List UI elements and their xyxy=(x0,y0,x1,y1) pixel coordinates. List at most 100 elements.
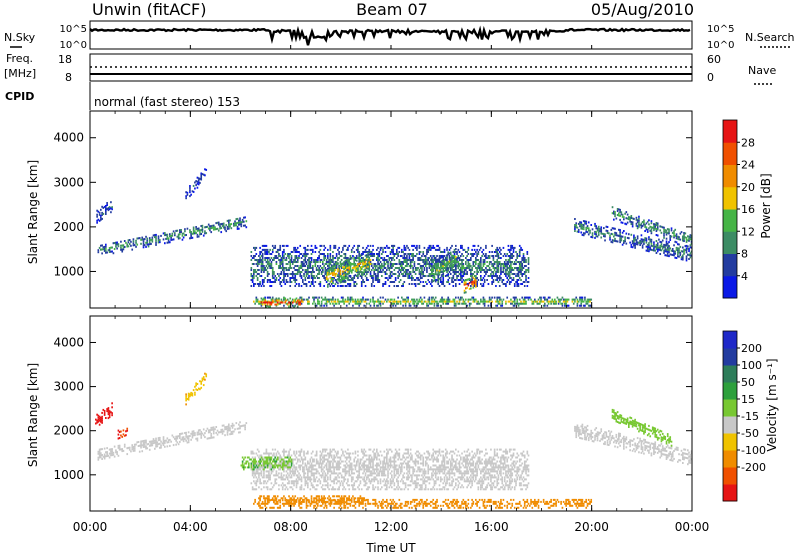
echo-cell xyxy=(256,283,259,286)
echo-cell xyxy=(399,263,402,266)
echo-cell xyxy=(372,255,374,258)
noise-right-label: N.Search xyxy=(745,31,795,44)
echo-cell xyxy=(404,273,407,276)
echo-cell xyxy=(194,181,196,184)
echo-cell xyxy=(429,275,432,278)
echo-cell xyxy=(279,267,282,270)
echo-cell xyxy=(408,255,411,258)
echo-cell xyxy=(613,227,615,230)
echo-cell xyxy=(414,279,417,282)
echo-cell xyxy=(587,298,590,301)
echo-cell xyxy=(103,455,106,458)
echo-cell xyxy=(441,300,443,303)
echo-cell xyxy=(107,409,110,412)
echo-cell xyxy=(138,444,141,447)
echo-cell xyxy=(472,296,475,299)
echo-cell xyxy=(377,281,379,284)
echo-cell xyxy=(120,434,122,437)
echo-cell xyxy=(315,296,318,299)
echo-cell xyxy=(268,279,270,282)
echo-cell xyxy=(551,300,554,303)
echo-cell xyxy=(140,238,142,241)
echo-cell xyxy=(358,302,361,305)
echo-cell xyxy=(465,263,467,266)
echo-cell xyxy=(453,279,456,282)
echo-cell xyxy=(406,296,408,299)
echo-cell xyxy=(315,468,318,471)
echo-cell xyxy=(453,255,456,258)
echo-cell xyxy=(148,237,151,240)
echo-cell xyxy=(106,204,108,207)
echo-cell xyxy=(298,303,300,306)
echo-cell xyxy=(189,187,191,190)
echo-cell xyxy=(261,261,264,264)
echo-cell xyxy=(673,250,675,253)
echo-cell xyxy=(387,261,389,264)
echo-cell xyxy=(319,480,322,483)
echo-cell xyxy=(619,237,621,240)
echo-cell xyxy=(120,430,122,433)
echo-cell xyxy=(181,238,184,241)
echo-cell xyxy=(586,298,589,301)
echo-cell xyxy=(300,456,303,459)
echo-cell xyxy=(368,265,371,268)
echo-cell xyxy=(497,248,500,251)
echo-cell xyxy=(503,263,506,266)
echo-cell xyxy=(448,265,451,268)
echo-cell xyxy=(300,261,303,264)
echo-cell xyxy=(452,275,455,278)
echo-cell xyxy=(436,248,438,251)
echo-cell xyxy=(121,448,124,451)
echo-cell xyxy=(279,454,282,457)
echo-cell xyxy=(496,298,499,301)
echo-cell xyxy=(424,257,427,260)
echo-cell xyxy=(274,478,277,481)
echo-cell xyxy=(259,251,261,254)
echo-cell xyxy=(116,451,118,454)
echo-cell xyxy=(120,448,122,451)
echo-cell xyxy=(432,300,435,303)
echo-cell xyxy=(325,259,328,262)
echo-cell xyxy=(362,259,364,262)
echo-cell xyxy=(448,262,451,265)
echo-cell xyxy=(285,279,288,282)
echo-cell xyxy=(102,408,105,411)
echo-cell xyxy=(467,300,470,303)
echo-cell xyxy=(668,232,670,235)
echo-cell xyxy=(373,300,376,303)
echo-cell xyxy=(665,248,668,251)
echo-cell xyxy=(253,488,255,491)
echo-cell xyxy=(357,269,359,272)
echo-cell xyxy=(614,239,616,242)
echo-cell xyxy=(369,300,372,303)
echo-cell xyxy=(122,248,125,251)
echo-cell xyxy=(298,283,300,286)
echo-cell xyxy=(443,262,446,265)
echo-cell xyxy=(271,301,274,304)
echo-cell xyxy=(579,223,581,226)
echo-cell xyxy=(258,466,260,469)
echo-cell xyxy=(312,466,314,469)
echo-cell xyxy=(411,283,413,286)
echo-cell xyxy=(507,279,510,282)
echo-cell xyxy=(485,244,487,247)
echo-cell xyxy=(426,267,428,270)
echo-cell xyxy=(502,267,505,270)
echo-cell xyxy=(333,244,335,247)
echo-cell xyxy=(475,259,477,262)
echo-cell xyxy=(251,452,254,455)
echo-cell xyxy=(197,227,200,230)
echo-cell xyxy=(406,269,408,272)
echo-cell xyxy=(628,218,630,221)
echo-cell xyxy=(309,458,312,461)
echo-cell xyxy=(327,253,329,256)
echo-cell xyxy=(467,259,470,262)
echo-cell xyxy=(298,255,300,258)
echo-cell xyxy=(477,263,480,266)
echo-cell xyxy=(476,277,478,280)
echo-cell xyxy=(212,436,215,439)
echo-cell xyxy=(123,246,126,249)
echo-cell xyxy=(444,265,447,268)
echo-cell xyxy=(465,269,467,272)
echo-cell xyxy=(108,448,111,451)
